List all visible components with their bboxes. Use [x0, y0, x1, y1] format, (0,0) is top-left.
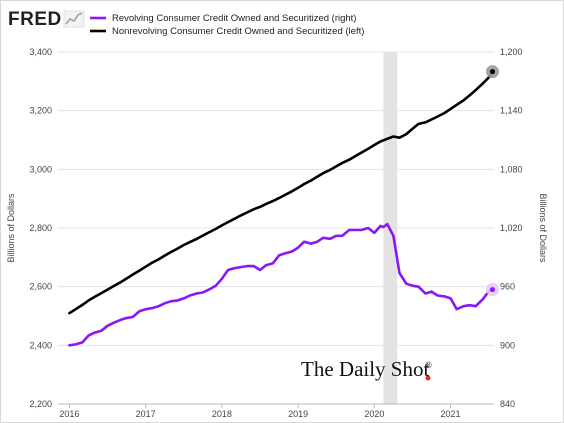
grid [58, 51, 494, 405]
left-tick-label: 2,800 [29, 223, 52, 233]
left-tick-label: 2,600 [29, 282, 52, 292]
series-layer [68, 65, 499, 347]
right-tick-label: 1,020 [500, 223, 523, 233]
line-chart-icon [63, 10, 85, 28]
left-tick-label: 3,000 [29, 164, 52, 174]
end-marker-nonrevolving [489, 69, 495, 75]
y-axis-left: 2,200 2,400 2,600 2,800 3,000 3,200 3,400 [29, 47, 52, 409]
left-tick-label: 3,200 [29, 106, 52, 116]
legend-label-revolving: Revolving Consumer Credit Owned and Secu… [112, 13, 356, 24]
legend-label-nonrevolving: Nonrevolving Consumer Credit Owned and S… [112, 26, 364, 37]
x-tick-label: 2021 [441, 409, 461, 419]
right-tick-label: 840 [500, 399, 515, 409]
series-line-nonrevolving [68, 70, 494, 315]
y-axis-right: 840 900 960 1,020 1,080 1,140 1,200 [500, 47, 523, 409]
right-tick-label: 1,080 [500, 164, 523, 174]
watermark-registered-mark: ® [425, 360, 432, 370]
x-tick-label: 2017 [136, 409, 156, 419]
right-tick-label: 1,200 [500, 47, 523, 57]
left-axis-title: Billions of Dollars [6, 193, 16, 263]
series-line-revolving [68, 222, 494, 347]
right-tick-label: 900 [500, 340, 515, 350]
left-tick-label: 2,400 [29, 340, 52, 350]
x-tick-label: 2020 [364, 409, 384, 419]
left-tick-label: 2,200 [29, 399, 52, 409]
watermark-dot [425, 375, 431, 381]
end-marker-revolving [489, 287, 495, 293]
right-tick-label: 1,140 [500, 106, 523, 116]
left-tick-label: 3,400 [29, 47, 52, 57]
right-tick-label: 960 [500, 282, 515, 292]
legend: Revolving Consumer Credit Owned and Secu… [90, 13, 364, 37]
x-axis: 2016 2017 2018 2019 2020 2021 [58, 403, 494, 419]
x-tick-label: 2019 [288, 409, 308, 419]
fred-logo: FRED [8, 9, 62, 30]
watermark: The Daily Shot ® [301, 357, 432, 381]
right-axis-title: Billions of Dollars [538, 193, 548, 263]
x-tick-label: 2016 [59, 409, 79, 419]
x-tick-label: 2018 [212, 409, 232, 419]
watermark-text: The Daily Shot [301, 357, 429, 381]
